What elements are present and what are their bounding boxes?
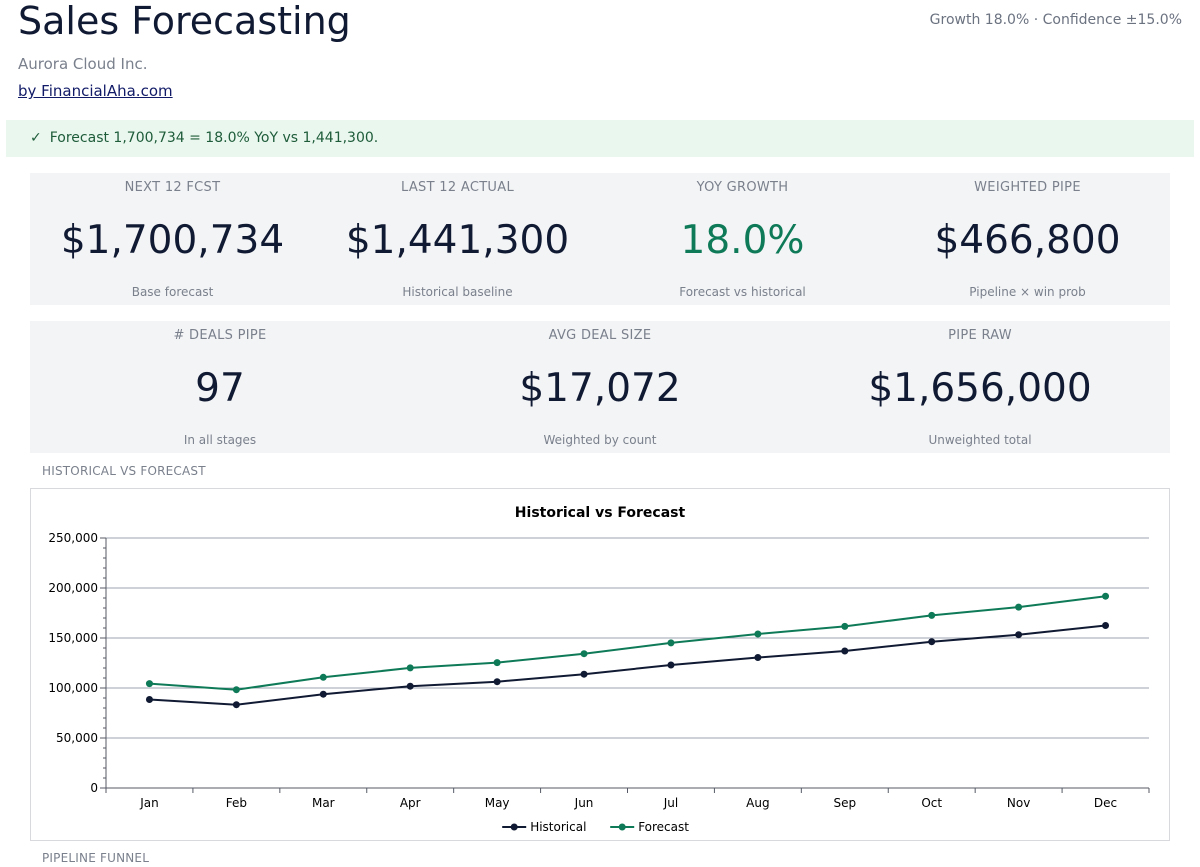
kpi-card-next-12-forecast: NEXT 12 FCST $1,700,734 Base forecast (30, 173, 315, 305)
legend-swatch-marker (618, 823, 626, 831)
kpi-value: $17,072 (519, 366, 681, 411)
x-tick-label: Jun (574, 796, 594, 810)
byline-link[interactable]: by FinancialAha.com (18, 82, 173, 100)
page-header: Sales Forecasting Growth 18.0% · Confide… (18, 0, 1182, 110)
data-point-historical (493, 678, 501, 686)
chart-title: Historical vs Forecast (515, 505, 686, 521)
series-line-historical (149, 624, 1106, 706)
kpi-value: $1,700,734 (60, 218, 285, 263)
chart-series (145, 592, 1110, 709)
kpi-subtitle: Unweighted total (928, 433, 1032, 447)
kpi-value: 18.0% (680, 218, 805, 263)
section-label-historical-vs-forecast: HISTORICAL VS FORECAST (42, 464, 206, 478)
y-tick-label: 50,000 (56, 731, 98, 745)
data-point-forecast (145, 680, 153, 688)
kpi-row-pipeline: # DEALS PIPE 97 In all stages AVG DEAL S… (30, 321, 1170, 453)
kpi-label: AVG DEAL SIZE (548, 328, 652, 343)
data-point-forecast (1015, 603, 1023, 611)
kpi-card-pipe-raw: PIPE RAW $1,656,000 Unweighted total (790, 321, 1170, 453)
x-tick-label: Nov (1007, 796, 1030, 810)
data-point-historical (145, 696, 153, 703)
data-point-historical (754, 654, 762, 661)
legend-label: Forecast (638, 820, 689, 834)
y-tick-label: 100,000 (48, 681, 98, 695)
x-tick-label: Jul (663, 796, 678, 810)
data-point-historical (580, 670, 588, 678)
kpi-label: NEXT 12 FCST (124, 180, 221, 195)
kpi-card-yoy-growth: YOY GROWTH 18.0% Forecast vs historical (600, 173, 885, 305)
kpi-label: WEIGHTED PIPE (974, 180, 1081, 195)
data-point-forecast (319, 673, 327, 681)
kpi-value: $1,441,300 (345, 218, 570, 263)
data-point-forecast (406, 664, 414, 672)
chart-grid (106, 537, 1149, 739)
x-tick-label: May (485, 796, 510, 810)
data-point-historical (406, 682, 414, 690)
kpi-subtitle: In all stages (183, 433, 257, 447)
y-tick-label: 0 (90, 781, 98, 795)
kpi-label: # DEALS PIPE (173, 328, 267, 343)
kpi-value: 97 (195, 366, 245, 411)
kpi-card-deals-pipe: # DEALS PIPE 97 In all stages (30, 321, 410, 453)
growth-confidence-summary: Growth 18.0% · Confidence ±15.0% (929, 12, 1182, 28)
company-name: Aurora Cloud Inc. (18, 55, 148, 73)
x-tick-label: Dec (1094, 796, 1117, 810)
kpi-subtitle: Forecast vs historical (679, 285, 806, 299)
data-point-historical (232, 701, 240, 709)
x-tick-label: Aug (746, 796, 769, 810)
page-title: Sales Forecasting (18, 0, 351, 43)
kpi-subtitle: Historical baseline (402, 285, 513, 299)
data-point-forecast (232, 686, 240, 694)
data-point-forecast (754, 630, 762, 638)
kpi-value: $1,656,000 (868, 366, 1092, 411)
data-point-historical (667, 661, 675, 669)
chart-legend: Historical Forecast (502, 820, 689, 834)
kpi-card-weighted-pipe: WEIGHTED PIPE $466,800 Pipeline × win pr… (885, 173, 1170, 305)
data-point-forecast (580, 650, 588, 658)
data-point-historical (841, 647, 849, 655)
section-label-pipeline-funnel: PIPELINE FUNNEL (42, 851, 150, 865)
y-tick-label: 200,000 (48, 581, 98, 595)
chart-axes: 0 50,000 100,000 150,000 200,000 250,000 Jan Fe… (48, 531, 1150, 810)
y-tick-label: 250,000 (48, 531, 98, 545)
kpi-card-last-12-actual: LAST 12 ACTUAL $1,441,300 Historical bas… (315, 173, 600, 305)
chart-canvas: Historical vs Forecast 0 50,000 100,000 150… (48, 505, 1150, 834)
kpi-subtitle: Base forecast (131, 285, 214, 299)
x-tick-label: Jan (139, 796, 159, 810)
data-point-historical (1102, 622, 1110, 629)
kpi-label: PIPE RAW (948, 328, 1012, 343)
series-line-forecast (149, 595, 1106, 691)
data-point-forecast (841, 622, 849, 630)
data-point-forecast (1102, 592, 1110, 600)
x-tick-label: Sep (833, 796, 856, 810)
kpi-card-avg-deal-size: AVG DEAL SIZE $17,072 Weighted by count (410, 321, 790, 453)
legend-swatch-marker (510, 823, 518, 831)
data-point-forecast (493, 659, 501, 667)
data-point-forecast (928, 611, 936, 619)
kpi-subtitle: Pipeline × win prob (969, 285, 1086, 299)
data-point-forecast (667, 639, 675, 647)
y-tick-label: 150,000 (48, 631, 98, 645)
kpi-value: $466,800 (934, 218, 1121, 263)
data-point-historical (1015, 631, 1023, 639)
banner-text: Forecast 1,700,734 = 18.0% YoY vs 1,441,… (49, 130, 379, 146)
x-tick-label: Oct (921, 796, 942, 810)
forecast-status-banner: ✓ Forecast 1,700,734 = 18.0% YoY vs 1,441… (6, 120, 1194, 157)
legend-label: Historical (530, 820, 586, 834)
kpi-row-primary: NEXT 12 FCST $1,700,734 Base forecast LA… (30, 173, 1170, 305)
data-point-historical (928, 638, 936, 646)
kpi-label: LAST 12 ACTUAL (401, 180, 514, 195)
kpi-subtitle: Weighted by count (543, 433, 657, 447)
x-tick-label: Feb (226, 796, 247, 810)
x-tick-label: Mar (312, 796, 335, 810)
check-icon: ✓ (30, 130, 42, 146)
data-point-historical (319, 690, 327, 698)
kpi-label: YOY GROWTH (696, 180, 789, 195)
historical-vs-forecast-chart: Historical vs Forecast 0 50,000 100,000 150… (30, 488, 1170, 841)
x-tick-label: Apr (400, 796, 421, 810)
